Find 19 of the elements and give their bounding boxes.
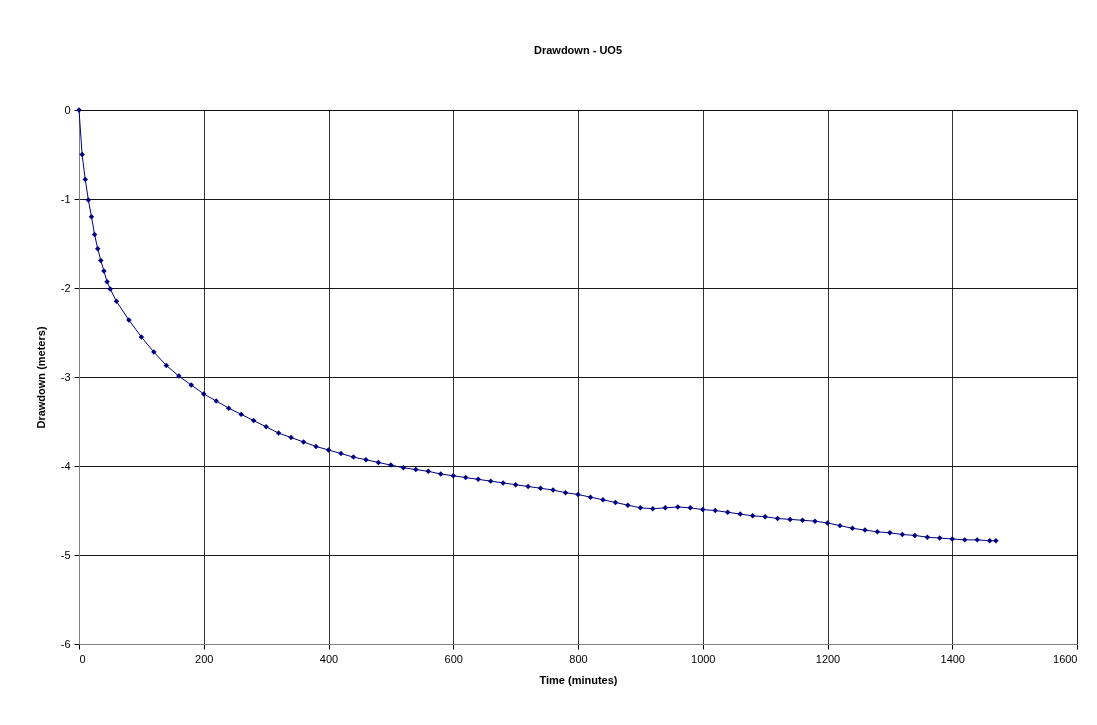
y-tick-label: -1 [60, 192, 71, 205]
chart-title: Drawdown - UO5 [533, 44, 623, 56]
x-tick-label: 1000 [691, 652, 716, 665]
y-tick-label: 0 [64, 103, 71, 116]
x-tick-label: 200 [195, 652, 214, 665]
y-tick-label: -3 [60, 370, 71, 383]
x-tick-label: 0 [79, 652, 86, 665]
x-tick-label: 400 [319, 652, 339, 665]
x-tick-label: 800 [569, 652, 588, 665]
x-tick-label: 1200 [815, 652, 841, 665]
x-axis-title: Time (minutes) [539, 673, 618, 686]
y-tick-label: -6 [60, 637, 71, 650]
x-tick-label: 1400 [940, 652, 965, 665]
y-tick-label: -2 [60, 281, 71, 294]
x-tick-label: 1600 [1053, 652, 1078, 665]
y-axis-title: Drawdown (meters) [34, 326, 47, 429]
y-tick-label: -4 [60, 459, 71, 472]
x-tick-label: 600 [444, 652, 463, 665]
y-tick-label: -5 [60, 548, 71, 561]
